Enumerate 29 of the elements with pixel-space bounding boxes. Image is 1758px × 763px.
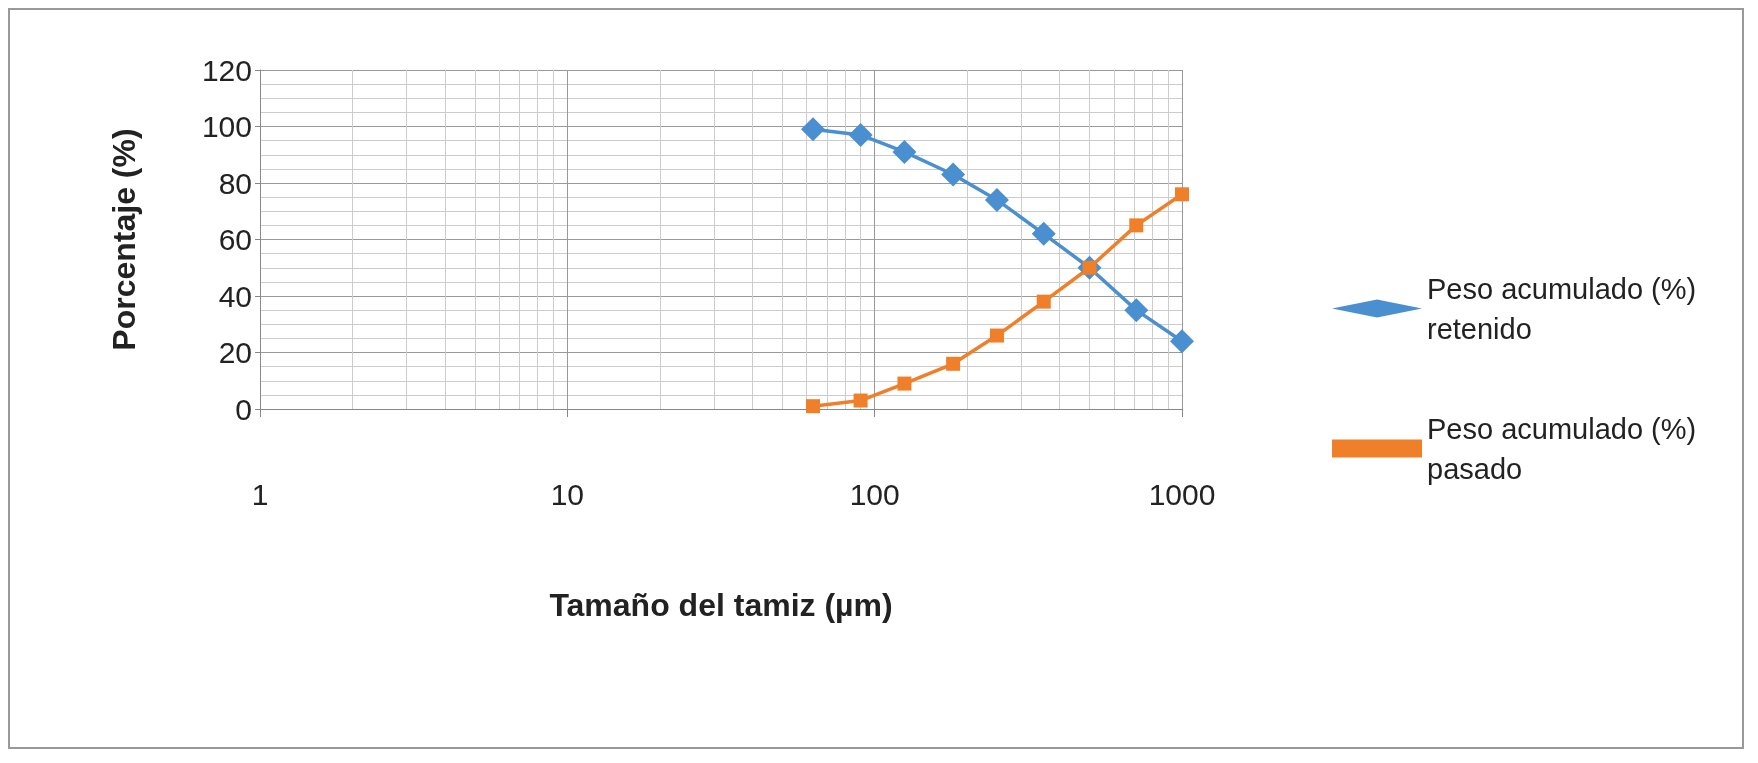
point: [1031, 221, 1056, 246]
legend-label: Peso acumulado (%) retenido: [1427, 272, 1705, 345]
point: [989, 328, 1004, 343]
point: [892, 139, 917, 164]
point: [848, 122, 873, 147]
point: [984, 187, 1009, 212]
y-tick-label: 80: [218, 166, 252, 200]
point: [1036, 294, 1051, 309]
y-axis-title: Porcentaje (%): [106, 128, 142, 351]
x-tick-label: 1000: [1148, 477, 1216, 511]
point: [1175, 187, 1189, 202]
y-tick-label: 100: [201, 110, 252, 143]
y-tick-label: 40: [218, 279, 252, 313]
y-tick-label: 0: [235, 392, 252, 426]
x-tick-label: 10: [550, 477, 585, 511]
y-tick-label: 60: [218, 223, 252, 256]
y-tick-label: 20: [218, 336, 252, 369]
point: [801, 117, 825, 142]
x-axis-title: Tamaño del tamiz (µm): [549, 587, 893, 623]
point: [806, 399, 820, 414]
x-tick-label: 100: [849, 477, 900, 511]
point: [897, 376, 912, 391]
point: [1129, 218, 1144, 233]
y-tick-label: 120: [201, 53, 252, 87]
point: [1124, 298, 1149, 323]
legend-label: Peso acumulado (%) pasado: [1427, 412, 1705, 485]
point: [1170, 329, 1194, 354]
point: [853, 393, 868, 408]
x-tick-label: 1: [251, 477, 269, 511]
